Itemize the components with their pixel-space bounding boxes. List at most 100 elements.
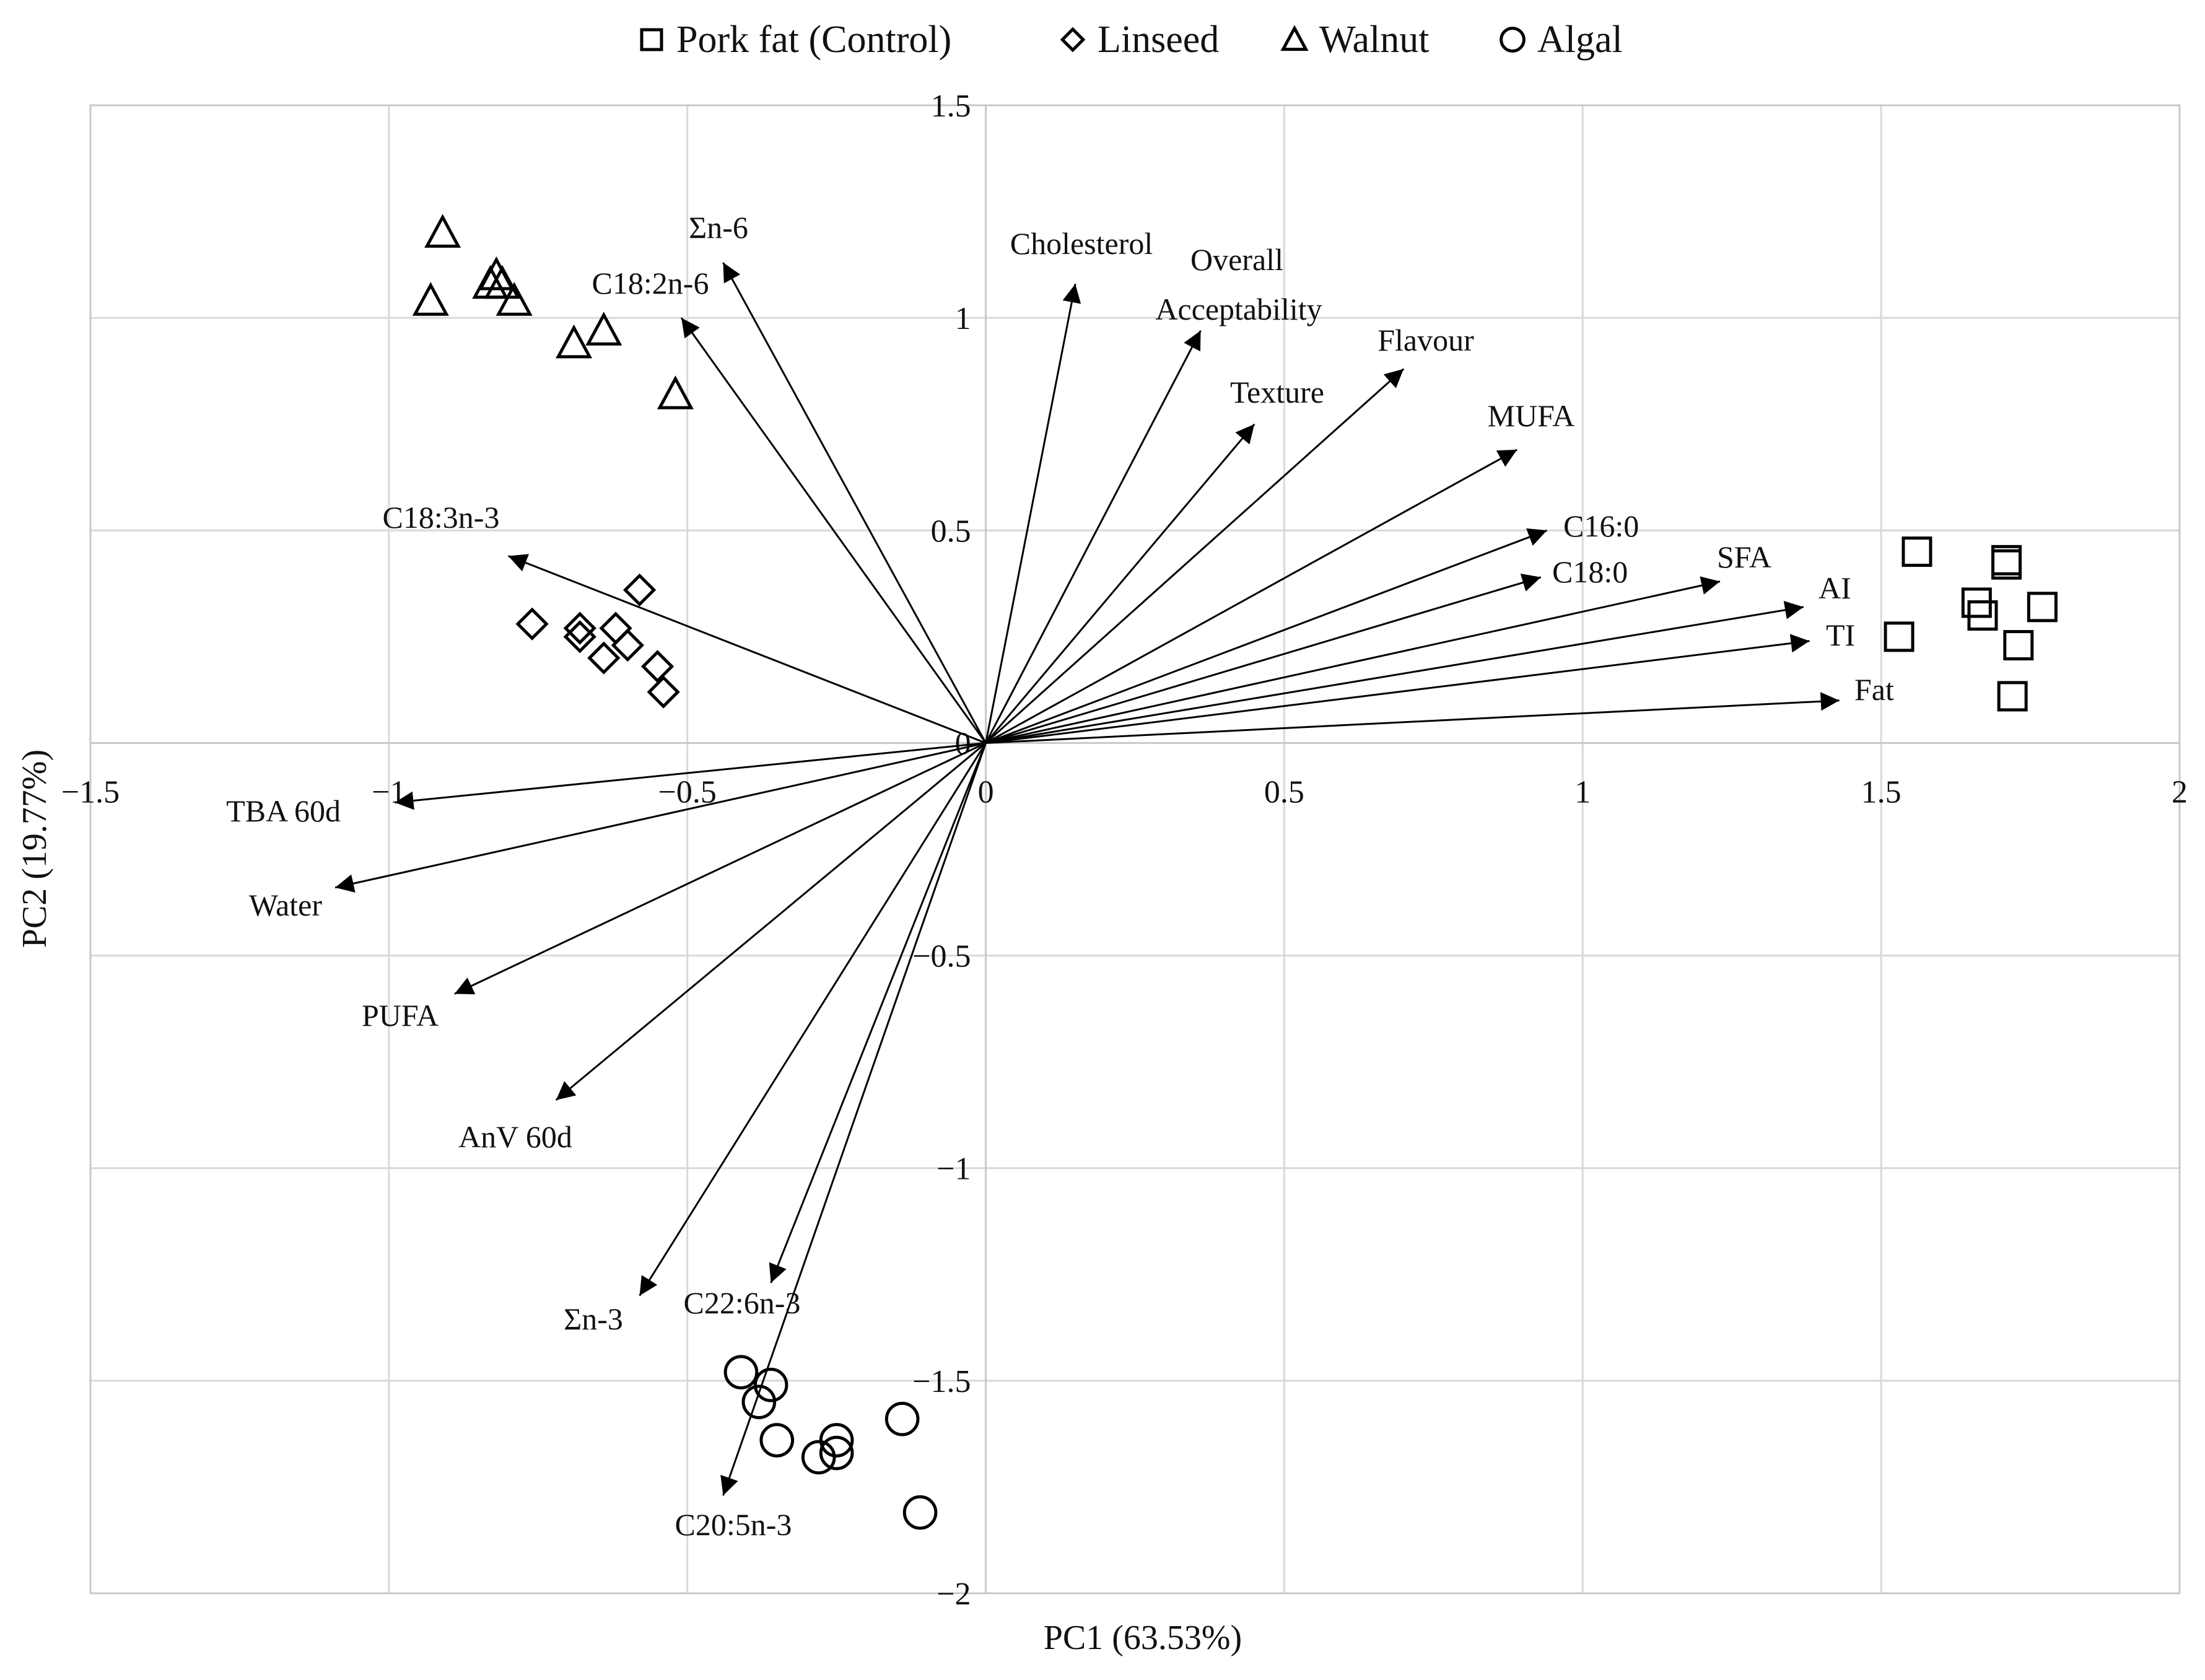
loading-label: C16:0 [1563,509,1639,543]
data-point-circle [723,1355,759,1389]
loading-arrow [395,742,986,810]
x-tick-label: 2 [2172,774,2188,810]
data-point-diamond [515,607,549,641]
data-point-triangle [412,282,449,316]
data-point-triangle [657,375,694,409]
loading-vector: Overall Acceptability [985,242,1322,744]
loading-vector: Σn-6 [689,210,987,744]
x-tick-label: 1 [1574,774,1591,810]
loading-label-line: Overall [1190,242,1283,277]
loading-label: TI [1826,618,1855,652]
x-tick-label: 0.5 [1264,774,1304,810]
loading-arrow [985,528,1547,744]
data-point-circle [902,1495,938,1530]
loading-label: Σn-6 [689,210,748,245]
loading-vector: PUFA [362,742,987,1033]
y-tick-label: 1.5 [931,89,971,124]
loading-label: C20:5n-3 [675,1507,792,1542]
loading-arrow [555,742,987,1101]
loading-label: MUFA [1488,398,1575,433]
loading-vector: Cholesterol [985,226,1153,743]
loading-label-line: Acceptability [1155,292,1322,326]
loading-arrow [334,742,986,893]
legend-item: Linseed [1060,19,1219,61]
loading-label: Σn-3 [564,1302,623,1336]
zero-axes [90,105,2180,1593]
loading-vector: TI [985,618,1855,744]
loading-label: Water [249,888,322,922]
x-tick-label: −1 [372,774,406,810]
loading-vector: Σn-3 [564,742,987,1336]
x-tick-label: 0 [978,774,994,810]
series-diamond [515,573,680,709]
series-circle [723,1355,938,1530]
loading-label: AnV 60d [458,1119,572,1154]
loading-label: SFA [1717,540,1771,574]
loading-label: C18:3n-3 [383,500,500,535]
x-tick-label: −1.5 [61,774,120,810]
data-point-diamond [563,611,596,645]
data-point-circle [753,1367,788,1402]
data-point-diamond [563,620,596,654]
loading-label: Cholesterol [1010,226,1153,261]
y-tick-label: −0.5 [912,939,971,974]
data-point-square [1902,536,1932,567]
data-point-square [1991,549,2022,580]
loading-arrow [639,742,987,1297]
data-point-square [2027,592,2058,623]
x-axis-label: PC1 (63.53%) [1044,1619,1242,1657]
data-point-diamond [622,573,657,607]
loading-vector: Fat [985,672,1894,744]
legend-label: Pork fat (Control) [676,19,951,61]
x-tick-label: −0.5 [658,774,717,810]
data-point-triangle [496,282,533,316]
legend-triangle-icon [1280,25,1309,51]
loading-vector: C18:2n-6 [592,266,987,744]
gridlines [90,105,2180,1593]
loading-vector: Water [249,742,986,922]
data-point-diamond [587,641,621,675]
loading-label: C18:2n-6 [592,266,709,300]
legend-item: Pork fat (Control) [640,19,951,61]
y-tick-label: 0.5 [931,514,971,549]
plot-area-border [89,104,2181,1595]
loading-arrow [985,692,1840,744]
loading-vector: Flavour [985,323,1474,744]
y-axis-label: PC2 (19.77%) [15,750,54,948]
loading-vector: C22:6n-3 [684,742,987,1320]
data-point-circle [741,1385,777,1419]
loading-label: Overall Acceptability [1155,242,1322,326]
loading-label: Texture [1230,375,1324,409]
data-point-circle [884,1401,920,1437]
score-points [412,214,2058,1530]
data-point-triangle [424,214,461,248]
series-square [1884,536,2058,712]
legend: Pork fat (Control) Linseed Walnut Algal [640,19,1623,61]
legend-circle-icon [1500,27,1526,53]
loading-arrow [508,554,987,744]
loading-arrow [985,634,1810,744]
data-point-square [1967,600,1998,631]
data-point-diamond [647,675,680,709]
tick-labels: −1.5 −1 −0.5 0 0.5 1 1.5 2−2−1.5−1−0.500.511.5 [61,89,2188,1612]
loading-arrow [769,742,987,1284]
data-point-triangle [556,324,593,359]
data-point-diamond [640,650,675,683]
loading-arrow [985,330,1202,744]
loading-arrow [985,448,1518,744]
series-triangle [412,214,694,409]
loading-arrow [722,262,987,744]
loading-label: PUFA [362,998,439,1033]
data-point-circle [801,1440,836,1475]
loading-vectors: Σn-6 C18:2n-6 Cholesterol Overall Acceptabil… [226,210,1894,1542]
loading-arrow [454,742,987,995]
data-point-circle [759,1423,795,1458]
loading-label: Fat [1854,672,1894,707]
legend-label: Linseed [1098,19,1219,61]
loading-vector: AI [985,571,1851,744]
loading-arrow [985,283,1081,743]
loading-vector: MUFA [985,398,1575,744]
legend-item: Algal [1500,19,1623,61]
legend-square-icon [640,28,663,51]
